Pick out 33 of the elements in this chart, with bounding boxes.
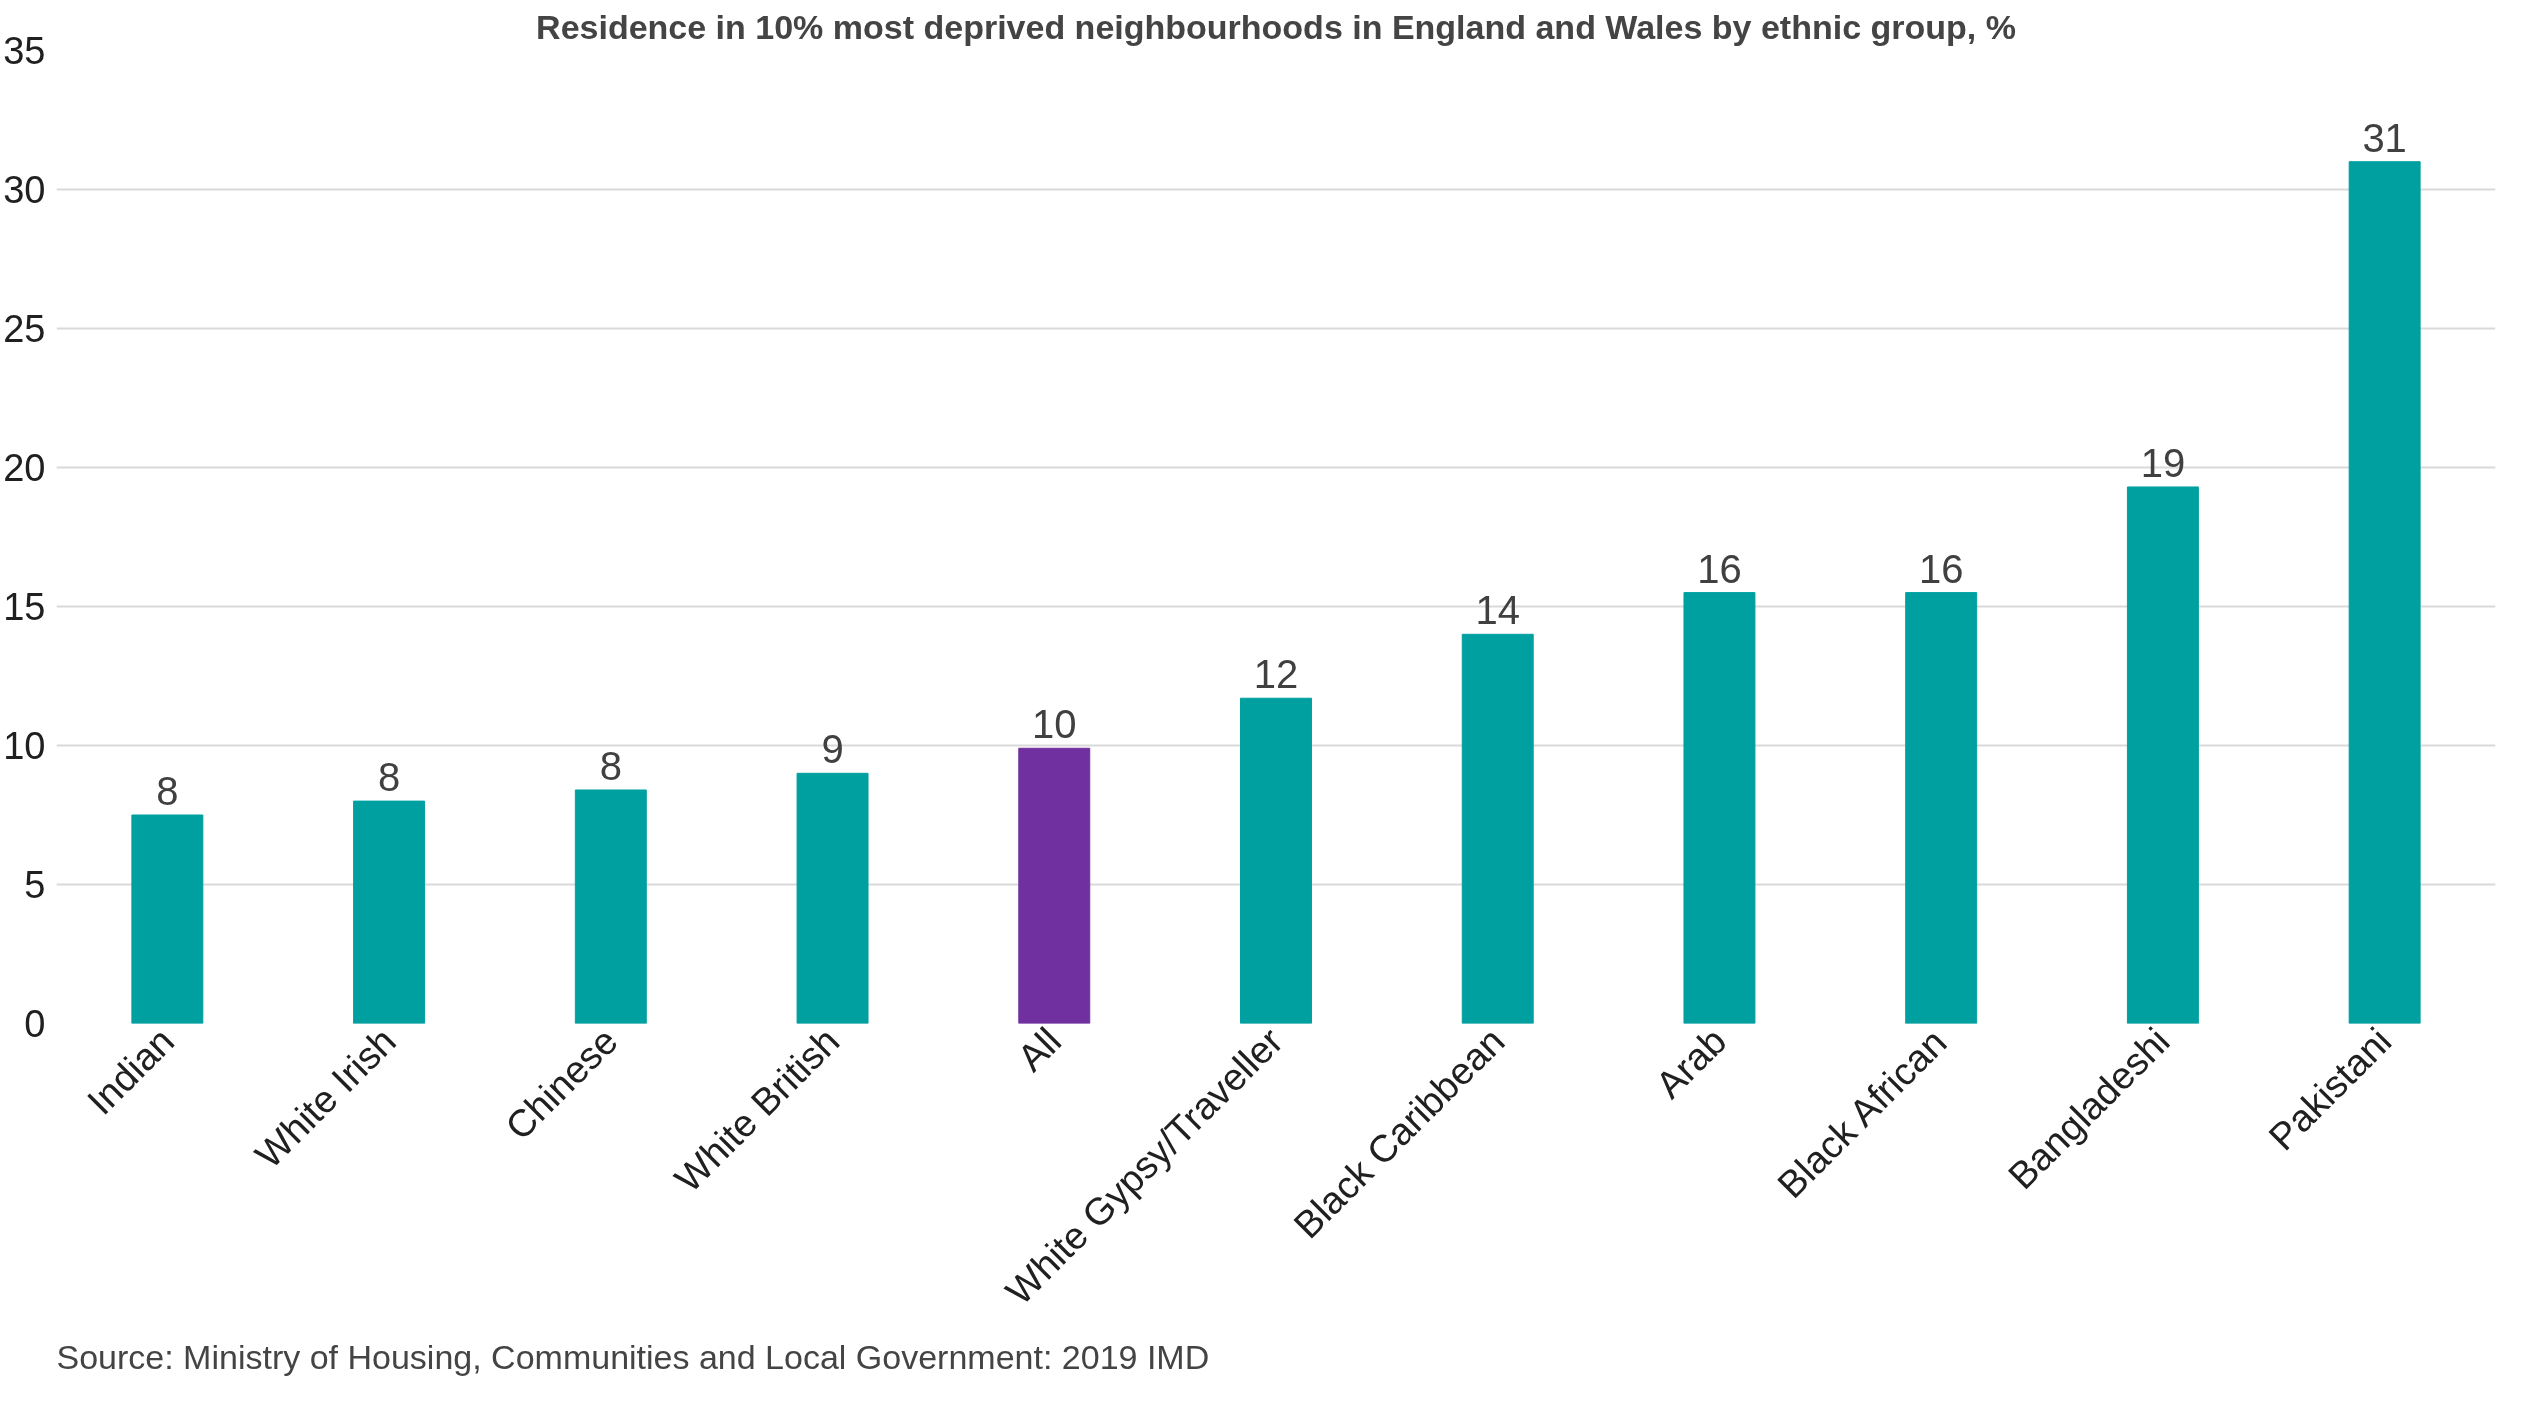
bar xyxy=(1240,697,1312,1024)
bar xyxy=(2348,161,2421,1024)
y-tick-label: 30 xyxy=(3,169,46,211)
data-label: 31 xyxy=(2362,115,2407,160)
data-label: 10 xyxy=(1032,702,1077,747)
x-tick-label: All xyxy=(1009,1019,1070,1080)
y-tick-label: 20 xyxy=(3,447,46,489)
bar xyxy=(353,800,426,1024)
bar xyxy=(1018,747,1091,1024)
y-tick-label: 10 xyxy=(3,725,46,767)
bar xyxy=(1461,633,1534,1024)
data-label: 8 xyxy=(599,743,622,788)
data-label: 19 xyxy=(2140,440,2186,485)
data-label: 12 xyxy=(1253,652,1299,697)
data-label: 8 xyxy=(156,769,179,813)
y-tick-label: 25 xyxy=(3,308,46,350)
bar xyxy=(1683,592,1756,1024)
bar xyxy=(131,814,204,1024)
data-label: 16 xyxy=(1697,546,1742,591)
y-tick-label: 0 xyxy=(24,1003,46,1045)
data-label: 16 xyxy=(1918,546,1964,591)
source-note: Source: Ministry of Housing, Communities and Local Government: 2019 IMD xyxy=(56,1337,1210,1376)
y-tick-label: 15 xyxy=(3,586,46,628)
y-tick-label: 5 xyxy=(24,864,46,906)
bar xyxy=(574,789,647,1024)
data-label: 8 xyxy=(377,755,401,800)
bar xyxy=(2126,486,2199,1024)
bar xyxy=(796,772,869,1024)
data-label: 14 xyxy=(1475,588,1520,633)
data-label: 9 xyxy=(821,727,844,772)
y-tick-label: 35 xyxy=(3,30,46,72)
bar xyxy=(1905,592,1978,1024)
chart-title: Residence in 10% most deprived neighbourhoods in England and Wales by ethnic group, % xyxy=(536,7,2016,46)
